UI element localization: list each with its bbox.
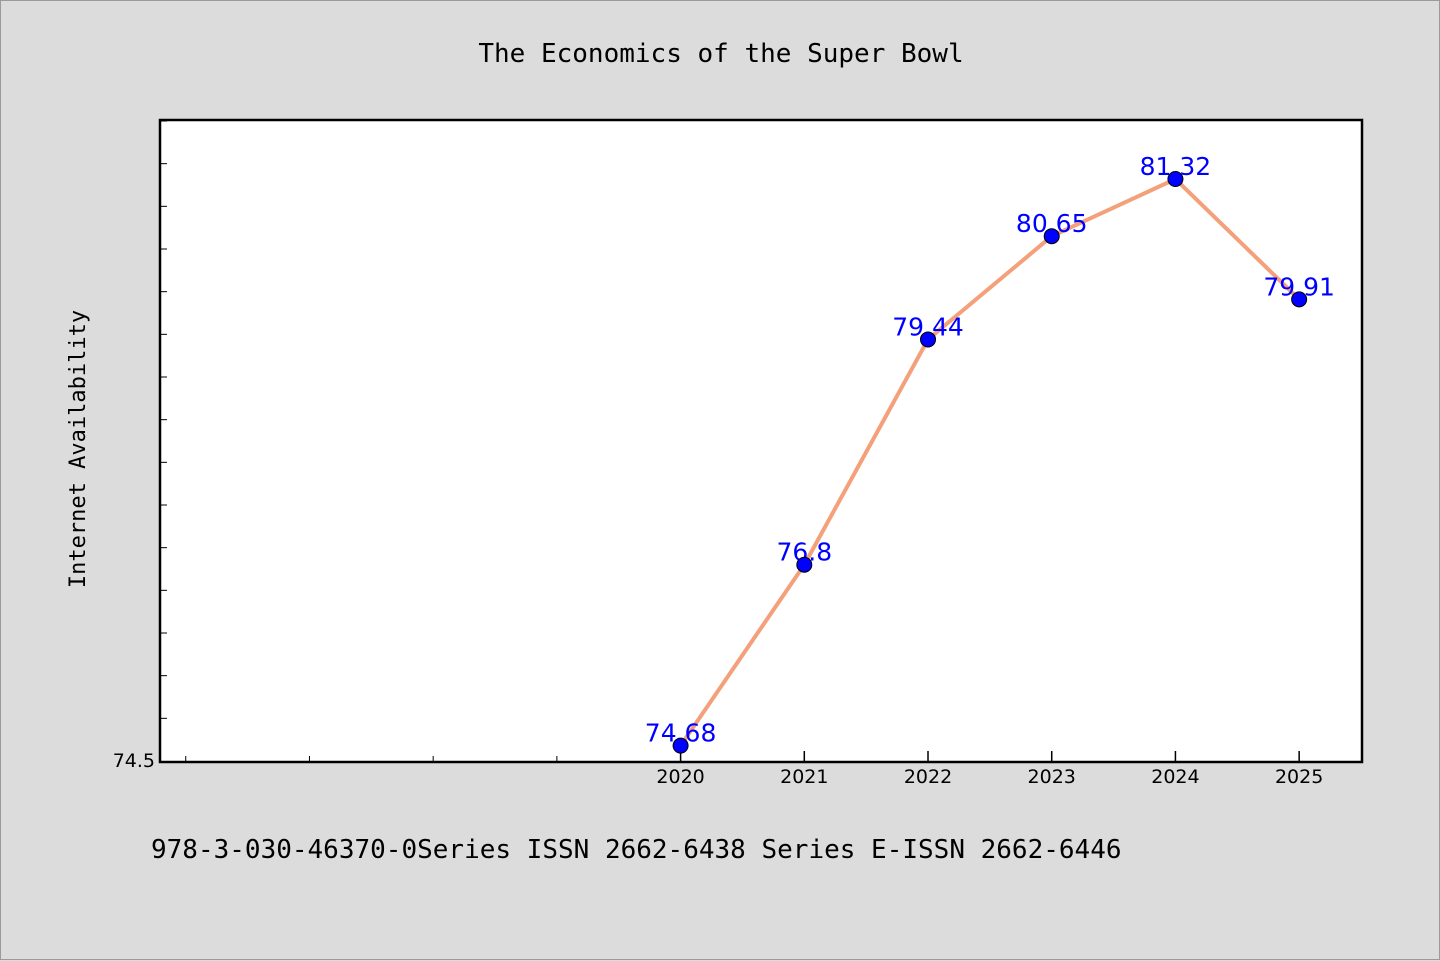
plot-area bbox=[158, 118, 1364, 764]
series-layer bbox=[678, 177, 1302, 748]
data-point bbox=[920, 331, 937, 348]
footer-text: 978-3-030-46370-0Series ISSN 2662-6438 S… bbox=[151, 835, 1122, 865]
y-tick-label: 74.5 bbox=[113, 750, 155, 772]
data-point bbox=[1043, 228, 1060, 245]
data-point bbox=[796, 556, 813, 573]
series-line bbox=[678, 177, 1302, 748]
data-point bbox=[1167, 171, 1184, 188]
y-axis-label: Internet Availability bbox=[66, 310, 91, 588]
x-tick-label: 2025 bbox=[1275, 766, 1323, 788]
x-tick-label: 2021 bbox=[780, 766, 828, 788]
data-point bbox=[672, 737, 689, 754]
chart-title: The Economics of the Super Bowl bbox=[478, 39, 963, 69]
x-tick-label: 2023 bbox=[1028, 766, 1076, 788]
x-tick-label: 2020 bbox=[656, 766, 704, 788]
axis-ticks: 74.5 2020 2021 2022 2023 2024 2025 bbox=[113, 120, 1323, 788]
x-tick-label: 2022 bbox=[904, 766, 952, 788]
x-tick-label: 2024 bbox=[1151, 766, 1199, 788]
data-point bbox=[1291, 291, 1308, 308]
